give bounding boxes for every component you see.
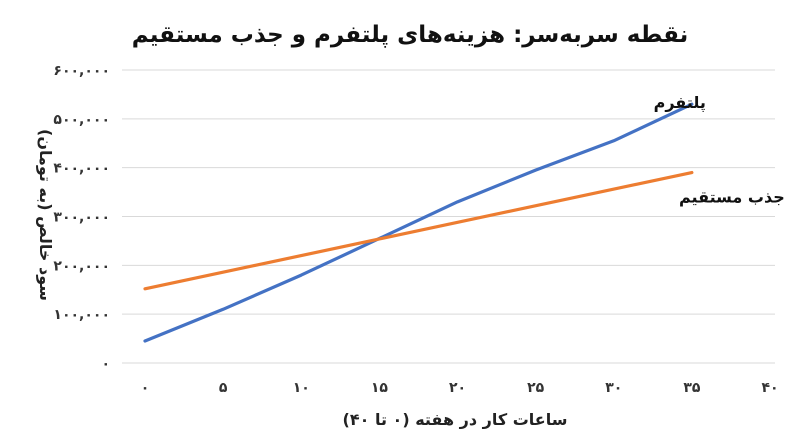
y-tick-label: ۱۰۰,۰۰۰ bbox=[53, 307, 110, 323]
x-tick-label: ۳۵ bbox=[683, 380, 701, 396]
series-line bbox=[143, 102, 694, 343]
series-lines bbox=[143, 102, 694, 343]
x-tick-label: ۲۵ bbox=[527, 380, 545, 396]
x-tick-label: ۴۰ bbox=[761, 380, 778, 396]
series-line bbox=[143, 170, 694, 291]
series-label: جذب مستقیم bbox=[679, 188, 785, 207]
x-axis-label: ساعات کار در هفته (۰ تا ۴۰) bbox=[343, 410, 568, 429]
y-tick-label: ۶۰۰,۰۰۰ bbox=[53, 63, 110, 79]
x-tick-label: ۵ bbox=[219, 380, 228, 396]
x-tick-label: ۳۰ bbox=[605, 380, 622, 396]
x-tick-label: ۱۵ bbox=[371, 380, 389, 396]
chart-title: نقطه سربه‌سر: هزینه‌های پلتفرم و جذب مست… bbox=[132, 22, 689, 48]
x-axis-ticks: ۰ ۵ ۱۰ ۱۵ ۲۰ ۲۵ ۳۰ ۳۵ ۴۰ bbox=[141, 380, 779, 396]
y-tick-label: ۲۰۰,۰۰۰ bbox=[53, 258, 110, 274]
y-tick-label: ۰ bbox=[101, 356, 110, 372]
gridlines bbox=[122, 69, 775, 364]
x-tick-label: ۰ bbox=[141, 380, 150, 396]
y-tick-label: ۴۰۰,۰۰۰ bbox=[53, 161, 110, 177]
x-tick-label: ۲۰ bbox=[449, 380, 466, 396]
y-axis-label: سود خالص (به تومان) bbox=[36, 129, 55, 301]
y-tick-label: ۳۰۰,۰۰۰ bbox=[53, 210, 110, 226]
series-labels: پلتفرم جذب مستقیم bbox=[654, 93, 785, 206]
series-label: پلتفرم bbox=[654, 93, 706, 113]
x-tick-label: ۱۰ bbox=[293, 380, 310, 396]
y-axis-ticks: ۰ ۱۰۰,۰۰۰ ۲۰۰,۰۰۰ ۳۰۰,۰۰۰ ۴۰۰,۰۰۰ ۵۰۰,۰۰۰ ۶۰۰,… bbox=[53, 63, 110, 372]
y-tick-label: ۵۰۰,۰۰۰ bbox=[53, 112, 110, 128]
